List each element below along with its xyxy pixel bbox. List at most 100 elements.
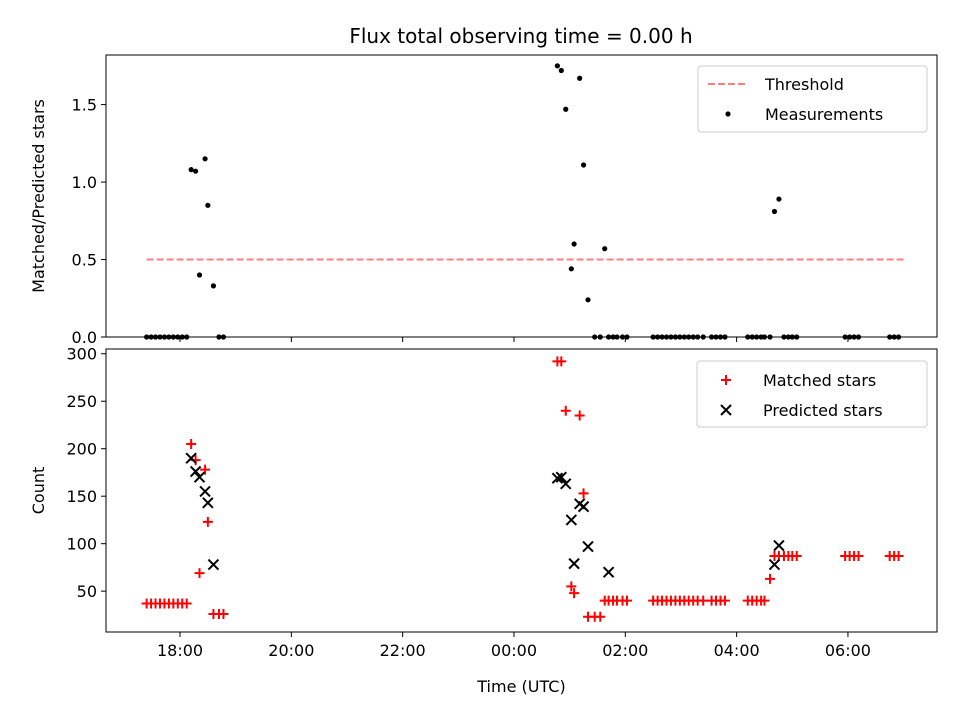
chart-title: Flux total observing time = 0.00 h bbox=[349, 24, 692, 48]
measurement-point bbox=[794, 334, 800, 340]
measurement-point bbox=[606, 334, 612, 340]
predicted-star-point bbox=[185, 452, 197, 464]
bottom-panel: 50 100 150 200 250 300 Count 18:00 20:00 22:00 00:… bbox=[29, 345, 938, 696]
legend-threshold-label: Threshold bbox=[764, 75, 844, 94]
measurement-point bbox=[686, 334, 692, 340]
bottom-xtick-label-2: 22:00 bbox=[380, 641, 426, 660]
measurement-point bbox=[585, 297, 591, 303]
matched-star-point bbox=[194, 568, 205, 579]
predicted-star-point bbox=[202, 497, 214, 509]
x-axis-label: Time (UTC) bbox=[476, 677, 565, 696]
bottom-xtick-label-5: 04:00 bbox=[714, 641, 760, 660]
measurement-point bbox=[161, 334, 168, 340]
measurement-point bbox=[602, 246, 608, 252]
measurement-point bbox=[776, 196, 782, 202]
measurement-point bbox=[563, 106, 569, 112]
top-ytick-label-1: 0.5 bbox=[72, 251, 97, 270]
measurement-point bbox=[166, 334, 172, 340]
measurement-point bbox=[767, 334, 773, 340]
matched-star-point bbox=[759, 595, 770, 606]
measurement-point bbox=[781, 334, 787, 340]
bottom-xtick-label-1: 20:00 bbox=[268, 641, 314, 660]
measurement-point bbox=[895, 334, 902, 340]
predicted-star-point bbox=[207, 558, 220, 571]
bottom-xtick-label-6: 06:00 bbox=[825, 641, 871, 660]
matched-star-point bbox=[765, 573, 776, 584]
matched-star-point bbox=[181, 598, 192, 609]
predicted-star-point bbox=[189, 465, 202, 478]
measurement-point bbox=[700, 334, 706, 340]
predicted-star-point bbox=[773, 539, 785, 552]
top-panel: 0.0 0.5 1.0 1.5 Matched/Predicted stars Thres… bbox=[29, 54, 938, 347]
measurement-point bbox=[663, 334, 670, 340]
predicted-star-point bbox=[551, 472, 564, 484]
measurement-point bbox=[749, 334, 755, 340]
measurement-point bbox=[571, 241, 577, 247]
measurement-point bbox=[184, 334, 190, 340]
predicted-star-point bbox=[568, 557, 580, 570]
matched-star-point bbox=[791, 551, 802, 562]
bottom-ytick-label-2: 150 bbox=[66, 487, 97, 506]
measurement-point bbox=[577, 75, 583, 81]
matched-star-point bbox=[202, 516, 213, 527]
top-ylabel: Matched/Predicted stars bbox=[29, 99, 48, 293]
matched-star-point bbox=[853, 551, 864, 562]
legend-predicted-swatch bbox=[720, 404, 732, 416]
measurement-point bbox=[610, 334, 616, 340]
measurement-point bbox=[558, 67, 564, 74]
measurement-point bbox=[695, 334, 701, 340]
bottom-ytick-label-5: 300 bbox=[66, 345, 97, 364]
measurement-point bbox=[722, 334, 728, 340]
measurement-point bbox=[148, 334, 154, 340]
measurement-point bbox=[554, 63, 561, 69]
measurement-point bbox=[597, 334, 603, 340]
legend-matched-label: Matched stars bbox=[763, 371, 876, 390]
top-ytick-label-2: 1.0 bbox=[72, 173, 97, 192]
bottom-legend: Matched stars Predicted stars bbox=[696, 360, 928, 428]
predicted-star-point bbox=[577, 500, 590, 513]
matched-star-point bbox=[574, 410, 585, 421]
measurement-point bbox=[668, 334, 674, 340]
measurement-point bbox=[745, 334, 751, 340]
predicted-star-point bbox=[193, 471, 206, 483]
predicted-star-point bbox=[199, 485, 211, 498]
matched-star-point bbox=[556, 356, 567, 367]
measurement-point bbox=[672, 334, 678, 340]
legend-predicted-label: Predicted stars bbox=[763, 401, 883, 420]
measurement-point bbox=[216, 334, 222, 340]
legend-measurements-label: Measurements bbox=[765, 105, 883, 124]
predicted-star-point bbox=[565, 514, 578, 526]
measurement-point bbox=[580, 162, 587, 168]
bottom-xtick-label-3: 00:00 bbox=[491, 641, 537, 660]
measurement-point bbox=[785, 334, 791, 340]
measurement-point bbox=[152, 334, 159, 340]
measurement-point bbox=[690, 334, 696, 340]
bottom-ytick-label-0: 50 bbox=[77, 582, 97, 601]
matched-star-point bbox=[893, 551, 904, 562]
measurement-point bbox=[650, 334, 656, 340]
predicted-star-point bbox=[602, 566, 615, 578]
matched-star-point bbox=[186, 438, 197, 449]
measurement-point bbox=[175, 334, 181, 340]
top-legend-box bbox=[697, 65, 928, 133]
measurement-point bbox=[891, 334, 897, 340]
matched-star-point bbox=[569, 588, 580, 599]
measurement-point bbox=[592, 334, 598, 340]
top-ytick-label-0: 0.0 bbox=[72, 328, 97, 347]
measurement-point bbox=[855, 334, 862, 340]
bottom-xtick-label-4: 02:00 bbox=[602, 641, 648, 660]
measurement-point bbox=[754, 334, 760, 340]
measurement-point bbox=[205, 202, 211, 208]
measurement-point bbox=[202, 156, 208, 162]
measurement-point bbox=[847, 334, 853, 340]
matched-star-point bbox=[595, 611, 606, 622]
matched-star-point bbox=[560, 405, 571, 416]
matched-star-point bbox=[218, 608, 229, 619]
predicted-star-point bbox=[555, 471, 568, 483]
measurement-point bbox=[188, 167, 194, 173]
matched-star-point bbox=[578, 488, 589, 499]
legend-measurements-swatch bbox=[725, 111, 731, 117]
bottom-ytick-label-1: 100 bbox=[66, 535, 97, 554]
measurement-point bbox=[659, 334, 665, 340]
measurement-point bbox=[179, 334, 185, 340]
